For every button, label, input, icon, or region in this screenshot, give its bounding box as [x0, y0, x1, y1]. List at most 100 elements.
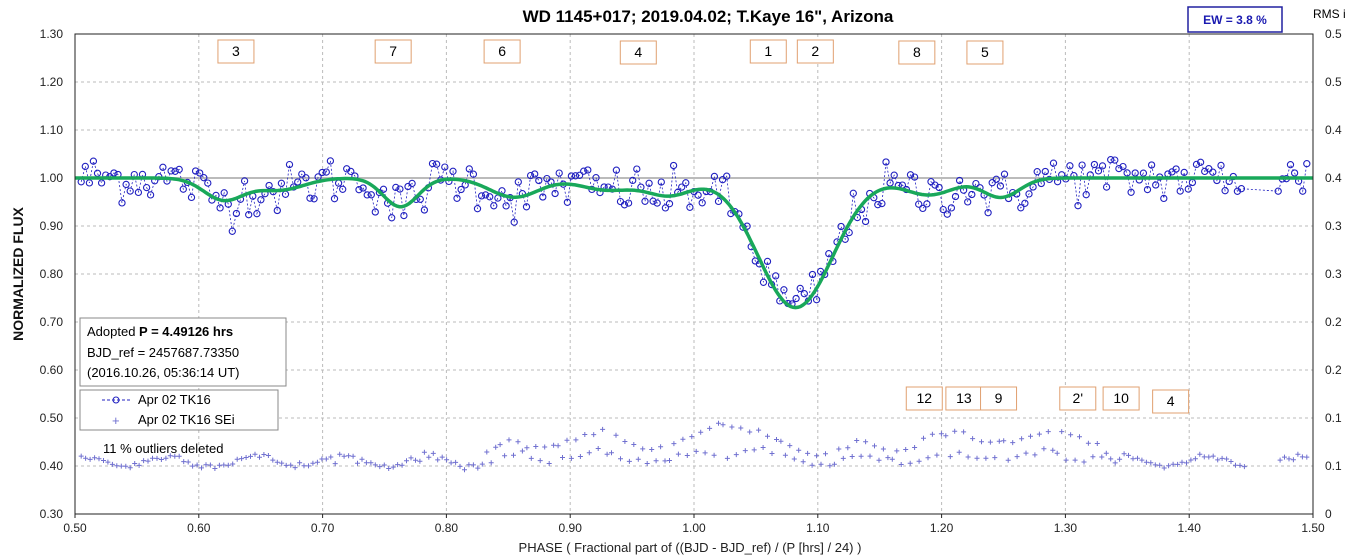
flux-point	[298, 170, 306, 178]
rms-point	[524, 445, 530, 451]
y-tick-label: 0.40	[40, 459, 64, 473]
rms-point	[600, 426, 606, 432]
x-tick-label: 0.50	[63, 521, 87, 535]
label-box: 7	[374, 39, 412, 64]
flux-point	[265, 181, 273, 190]
flux-point	[1188, 178, 1197, 187]
flux-point	[167, 167, 175, 175]
rms-point	[1059, 429, 1065, 435]
rms-point	[1152, 462, 1158, 468]
flux-point	[465, 165, 473, 173]
rms-point	[123, 463, 129, 469]
rms-point	[288, 462, 294, 468]
x-axis-label: PHASE ( Fractional part of ((BJD - BJD_r…	[519, 540, 862, 555]
rms-point	[1170, 461, 1176, 467]
rms-point	[163, 455, 169, 461]
flux-point	[1127, 188, 1135, 196]
label-box: 2	[796, 39, 834, 64]
rms-series	[78, 420, 1310, 473]
flux-point	[665, 200, 674, 208]
y2-tick-label: 0.2	[1325, 315, 1342, 329]
rms-point	[1161, 465, 1167, 471]
flux-point	[285, 160, 294, 169]
rms-point	[1112, 460, 1118, 466]
flux-point	[874, 201, 882, 209]
rms-point	[1028, 433, 1033, 439]
flux-point	[567, 172, 576, 180]
label-box: 1	[749, 39, 787, 64]
rms-point	[1241, 464, 1247, 470]
rms-point	[1001, 438, 1007, 444]
flux-point	[367, 191, 375, 199]
flux-point	[1115, 164, 1123, 173]
x-tick-label: 0.60	[187, 521, 211, 535]
flux-point	[204, 179, 212, 187]
rms-point	[827, 463, 833, 469]
rms-point	[475, 465, 481, 471]
rms-point	[987, 439, 993, 445]
flux-point	[641, 197, 649, 205]
rms-point	[141, 458, 147, 464]
flux-point	[1176, 187, 1184, 195]
rms-point	[680, 436, 686, 442]
rms-point	[1192, 456, 1198, 462]
flux-point	[1172, 165, 1180, 173]
label-box-text: 10	[1113, 390, 1129, 406]
rms-point	[1005, 457, 1011, 463]
flux-point	[514, 178, 522, 186]
rms-point	[693, 448, 699, 454]
rms-point	[377, 464, 383, 470]
rms-point	[791, 456, 797, 462]
y-tick-label: 0.70	[40, 315, 64, 329]
rms-point	[769, 451, 775, 456]
rms-point	[586, 450, 592, 456]
flux-point	[1090, 160, 1099, 169]
flux-point	[1217, 161, 1225, 170]
flux-point	[1123, 169, 1131, 177]
rms-point	[872, 443, 877, 449]
rms-point	[212, 466, 218, 471]
rms-point	[132, 461, 138, 466]
rms-point	[533, 444, 539, 449]
label-box-text: 5	[981, 44, 989, 60]
flux-connector-line	[80, 159, 1308, 305]
flux-point	[686, 203, 694, 211]
info-box: Adopted P = 4.49126 hrs BJD_ref = 245768…	[79, 317, 287, 387]
flux-point	[620, 201, 629, 209]
rms-point	[996, 438, 1002, 444]
flux-point	[669, 161, 678, 170]
y2-tick-label: 0.5	[1325, 27, 1342, 41]
rms-point	[274, 459, 280, 465]
rms-point	[751, 447, 757, 453]
rms-point	[372, 462, 378, 468]
y-axis-ticks: 0.30 0.40 0.50 0.60 0.70 0.80 0.90 1.00 1.10 1.20…	[40, 27, 64, 521]
flux-point	[1074, 202, 1082, 210]
label-box-text: 8	[913, 44, 921, 60]
rms-point	[658, 444, 664, 450]
flux-point	[800, 290, 808, 298]
flux-point	[649, 197, 657, 205]
rms-point	[239, 456, 245, 462]
flux-point	[612, 166, 621, 174]
label-box-text: 7	[389, 43, 397, 59]
label-box-text: 2	[811, 43, 819, 59]
rms-point	[1130, 456, 1136, 462]
label-box-text: 3	[232, 43, 240, 59]
rms-point	[323, 456, 329, 462]
rms-point	[83, 455, 89, 461]
rms-point	[814, 453, 820, 459]
flux-point	[657, 178, 665, 186]
flux-point	[379, 185, 388, 193]
rms-point	[1045, 429, 1051, 435]
flux-point	[780, 286, 788, 294]
rms-point	[635, 456, 641, 462]
flux-point	[792, 294, 800, 303]
rms-point	[983, 455, 989, 461]
flux-point	[522, 203, 531, 211]
rms-point	[444, 457, 450, 463]
rms-point	[1126, 452, 1131, 458]
flux-point	[396, 185, 404, 193]
rms-point	[346, 453, 352, 459]
flux-point	[796, 284, 804, 293]
rms-point	[684, 453, 690, 458]
